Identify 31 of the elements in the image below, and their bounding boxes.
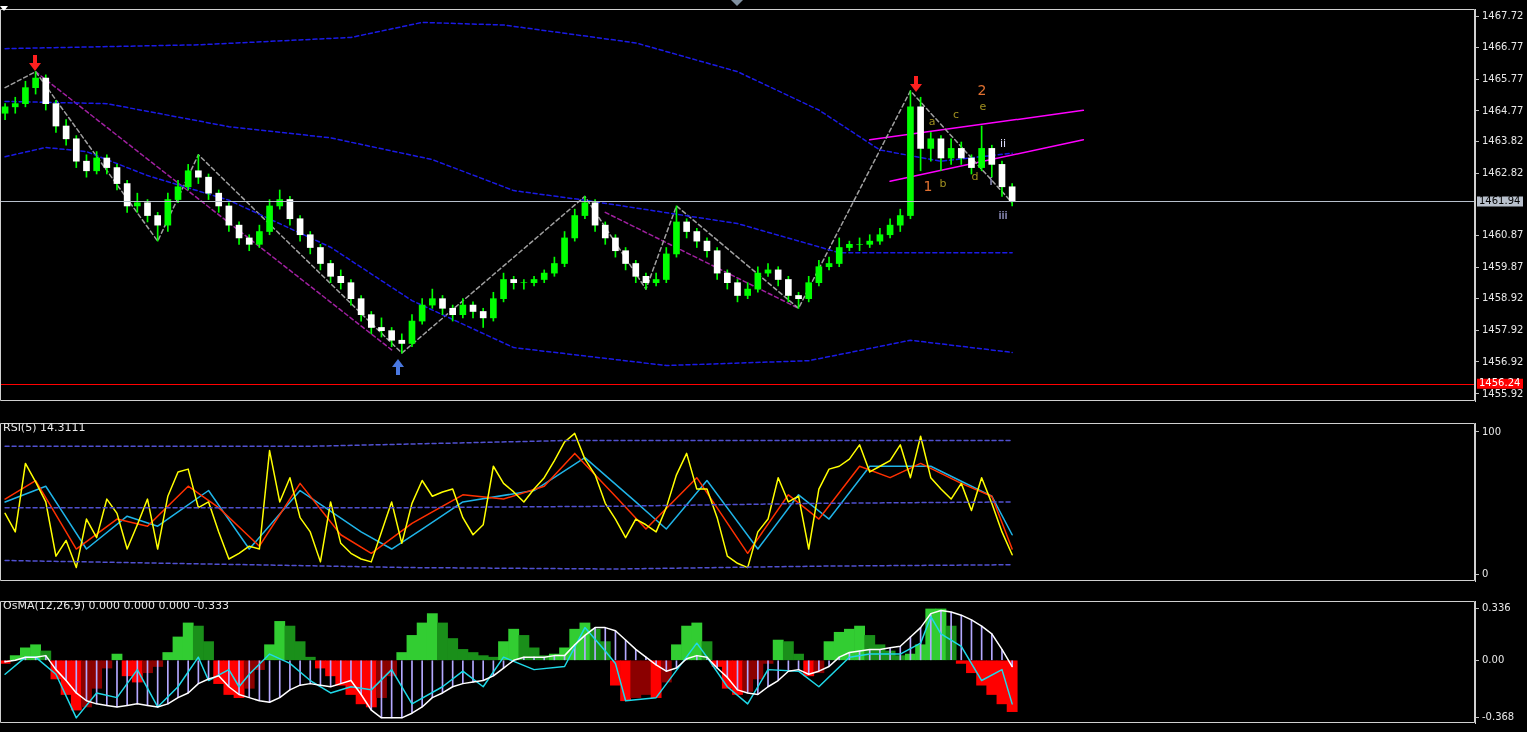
chart-title: OsMA(12,26,9) 0.000 0.000 0.000 -0.333 — [3, 599, 229, 612]
annotation: b — [939, 176, 947, 190]
y-tick-label: 100 — [1482, 425, 1502, 437]
annotation: e — [979, 99, 987, 113]
annotation: 1 — [923, 178, 933, 194]
y-tick-label: 1467.72 — [1482, 10, 1524, 22]
y-tick-label: 1459.87 — [1482, 261, 1524, 273]
y-tick-label: 1455.92 — [1482, 387, 1524, 399]
y-tick-label: 0.00 — [1482, 653, 1505, 665]
y-tick-label: 1466.77 — [1482, 40, 1524, 52]
y-tick-label: 1458.92 — [1482, 291, 1524, 303]
annotation: a — [928, 114, 936, 128]
annotation: iii — [998, 208, 1008, 222]
y-tick-label: 1464.77 — [1482, 104, 1524, 116]
annotation: ii — [999, 136, 1007, 150]
annotation: 2 — [977, 82, 987, 98]
y-tick-label: -0.368 — [1482, 711, 1515, 723]
y-tick-label: 1465.77 — [1482, 72, 1524, 84]
y-tick-label: 1460.87 — [1482, 229, 1524, 241]
chart-title: RSI(5) 14.3111 — [3, 421, 86, 434]
y-tick-label: 1463.82 — [1482, 134, 1524, 146]
ref-line-label: 1461.94 — [1479, 195, 1521, 207]
y-tick-label: 0 — [1482, 568, 1489, 580]
y-tick-label: 1456.92 — [1482, 355, 1524, 367]
annotation: d — [971, 169, 979, 183]
y-tick-label: 1462.82 — [1482, 166, 1524, 178]
ref-line-label: 1456.24 — [1479, 377, 1521, 389]
y-tick-label: 0.336 — [1482, 601, 1511, 613]
y-tick-label: 1457.92 — [1482, 323, 1524, 335]
annotation: c — [952, 107, 960, 121]
annotation: i — [989, 174, 993, 188]
